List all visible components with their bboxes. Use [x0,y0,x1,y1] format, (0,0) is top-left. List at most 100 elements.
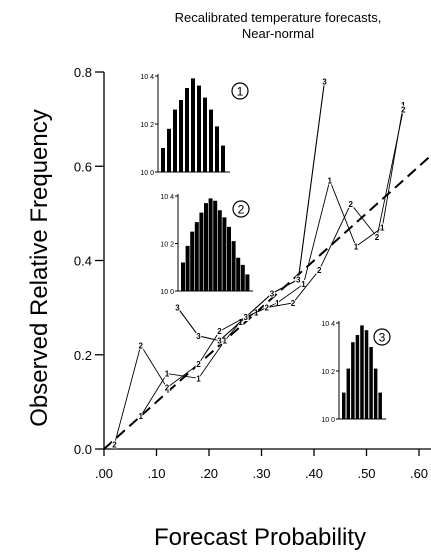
y-tick-label: 0.2 [74,348,92,363]
inset-bar [161,148,165,172]
inset-bar [240,264,245,291]
inset-bar [351,342,355,419]
inset-bar [208,198,213,291]
inset-y-tick-label: 10 4 [160,194,174,201]
inset-bar [215,126,219,172]
x-tick-label: .30 [252,466,270,481]
inset-bar [360,325,364,419]
series-point-2: 2 [165,384,170,393]
y-tick-label: 0.0 [74,442,92,457]
inset-y-tick-label: 10 2 [160,242,174,249]
series-line-2 [114,109,404,445]
series-point-1: 1 [275,299,280,308]
inset-marker-circle [373,328,391,346]
series-point-3: 3 [322,77,327,86]
y-tick-label: 0.6 [74,159,92,174]
series-point-1: 1 [223,337,228,346]
inset-bar [203,97,207,172]
series-point-3: 3 [175,304,180,313]
series-point-3: 3 [196,332,201,341]
inset-marker-label: 3 [379,331,386,345]
inset-bar [204,203,208,291]
series-point-1: 1 [165,370,170,379]
inset-bar [221,145,225,172]
chart-title-line-1: Recalibrated temperature forecasts, [175,10,382,25]
series-point-2: 2 [349,200,354,209]
inset-bar [197,85,201,172]
inset-y-tick-label: 10 0 [160,289,174,296]
inset-y-tick-label: 10 0 [321,417,335,424]
inset-bar [167,128,171,172]
series-point-1: 1 [354,242,359,251]
y-tick-label: 0.8 [74,65,92,80]
x-axis-label: Forecast Probability [154,524,366,551]
x-tick-label: .20 [200,466,218,481]
x-tick-label: .10 [147,466,165,481]
inset-bar [346,368,351,419]
series-point-3: 3 [296,275,301,284]
inset-bar [217,210,222,291]
inset-bar [245,274,250,291]
inset-marker-circle [232,200,250,218]
series-point-3: 3 [270,289,275,298]
series-point-1: 1 [254,308,259,317]
inset-bar [191,78,195,172]
inset-y-tick-label: 10 2 [321,369,335,376]
series-point-2: 2 [217,327,222,336]
series-line-3 [177,81,326,342]
inset-marker-label: 1 [237,85,244,99]
inset-bar [173,109,177,172]
series-point-1: 1 [238,318,243,327]
inset-marker-circle [231,82,249,100]
series-point-1: 1 [380,224,385,233]
inset-bar [213,200,218,291]
series-point-2: 2 [196,360,201,369]
chart-title-line-2: Near-normal [242,26,314,41]
series-point-2: 2 [244,313,249,322]
inset-bar [227,226,231,291]
inset-histogram-2: 10 4 10 2 10 0 2 [160,194,253,296]
inset-bar [209,109,213,172]
inset-bar [373,368,378,419]
inset-bar [194,222,199,291]
inset-marker-label: 2 [238,203,245,217]
series-point-1: 1 [328,176,333,185]
inset-y-tick-label: 10 0 [140,170,154,177]
series-point-2: 2 [265,304,270,313]
series-point-2: 2 [375,233,380,242]
inset-bar [199,212,204,291]
x-tick-label: .50 [357,466,375,481]
x-tick-label: .40 [305,466,323,481]
inset-histogram-1: 10 4 10 2 10 0 1 [140,74,249,177]
inset-bar [222,217,227,291]
inset-bar [231,241,236,291]
y-tick-label: 0.4 [74,254,92,269]
inset-y-tick-label: 10 2 [140,122,154,129]
series-point-2: 2 [317,266,322,275]
plot-area: 0.00.20.40.60.8.00.10.20.30.40.50.601111… [74,65,431,481]
series-point-2: 2 [112,440,117,449]
series-point-1: 1 [196,374,201,383]
inset-bar [236,257,241,291]
inset-bar [355,335,360,419]
series-point-2: 2 [401,106,406,115]
inset-bar [185,245,190,291]
series-point-3: 3 [217,337,222,346]
series-point-1: 1 [139,412,144,421]
y-axis-label: Observed Relative Frequency [26,109,53,426]
series-point-2: 2 [291,299,296,308]
inset-bar [364,330,369,419]
inset-bar [378,392,382,419]
inset-bar [190,231,195,291]
series-point-1: 1 [301,280,306,289]
inset-bar [185,88,189,172]
inset-y-tick-label: 10 4 [321,321,335,328]
inset-bar [369,347,373,419]
inset-histogram-3: 10 4 10 2 10 0 3 [321,321,391,424]
inset-bar [179,100,183,172]
x-tick-label: .60 [410,466,428,481]
inset-bar [342,392,346,419]
inset-bar [181,262,185,291]
reference-diagonal-line [103,154,431,450]
